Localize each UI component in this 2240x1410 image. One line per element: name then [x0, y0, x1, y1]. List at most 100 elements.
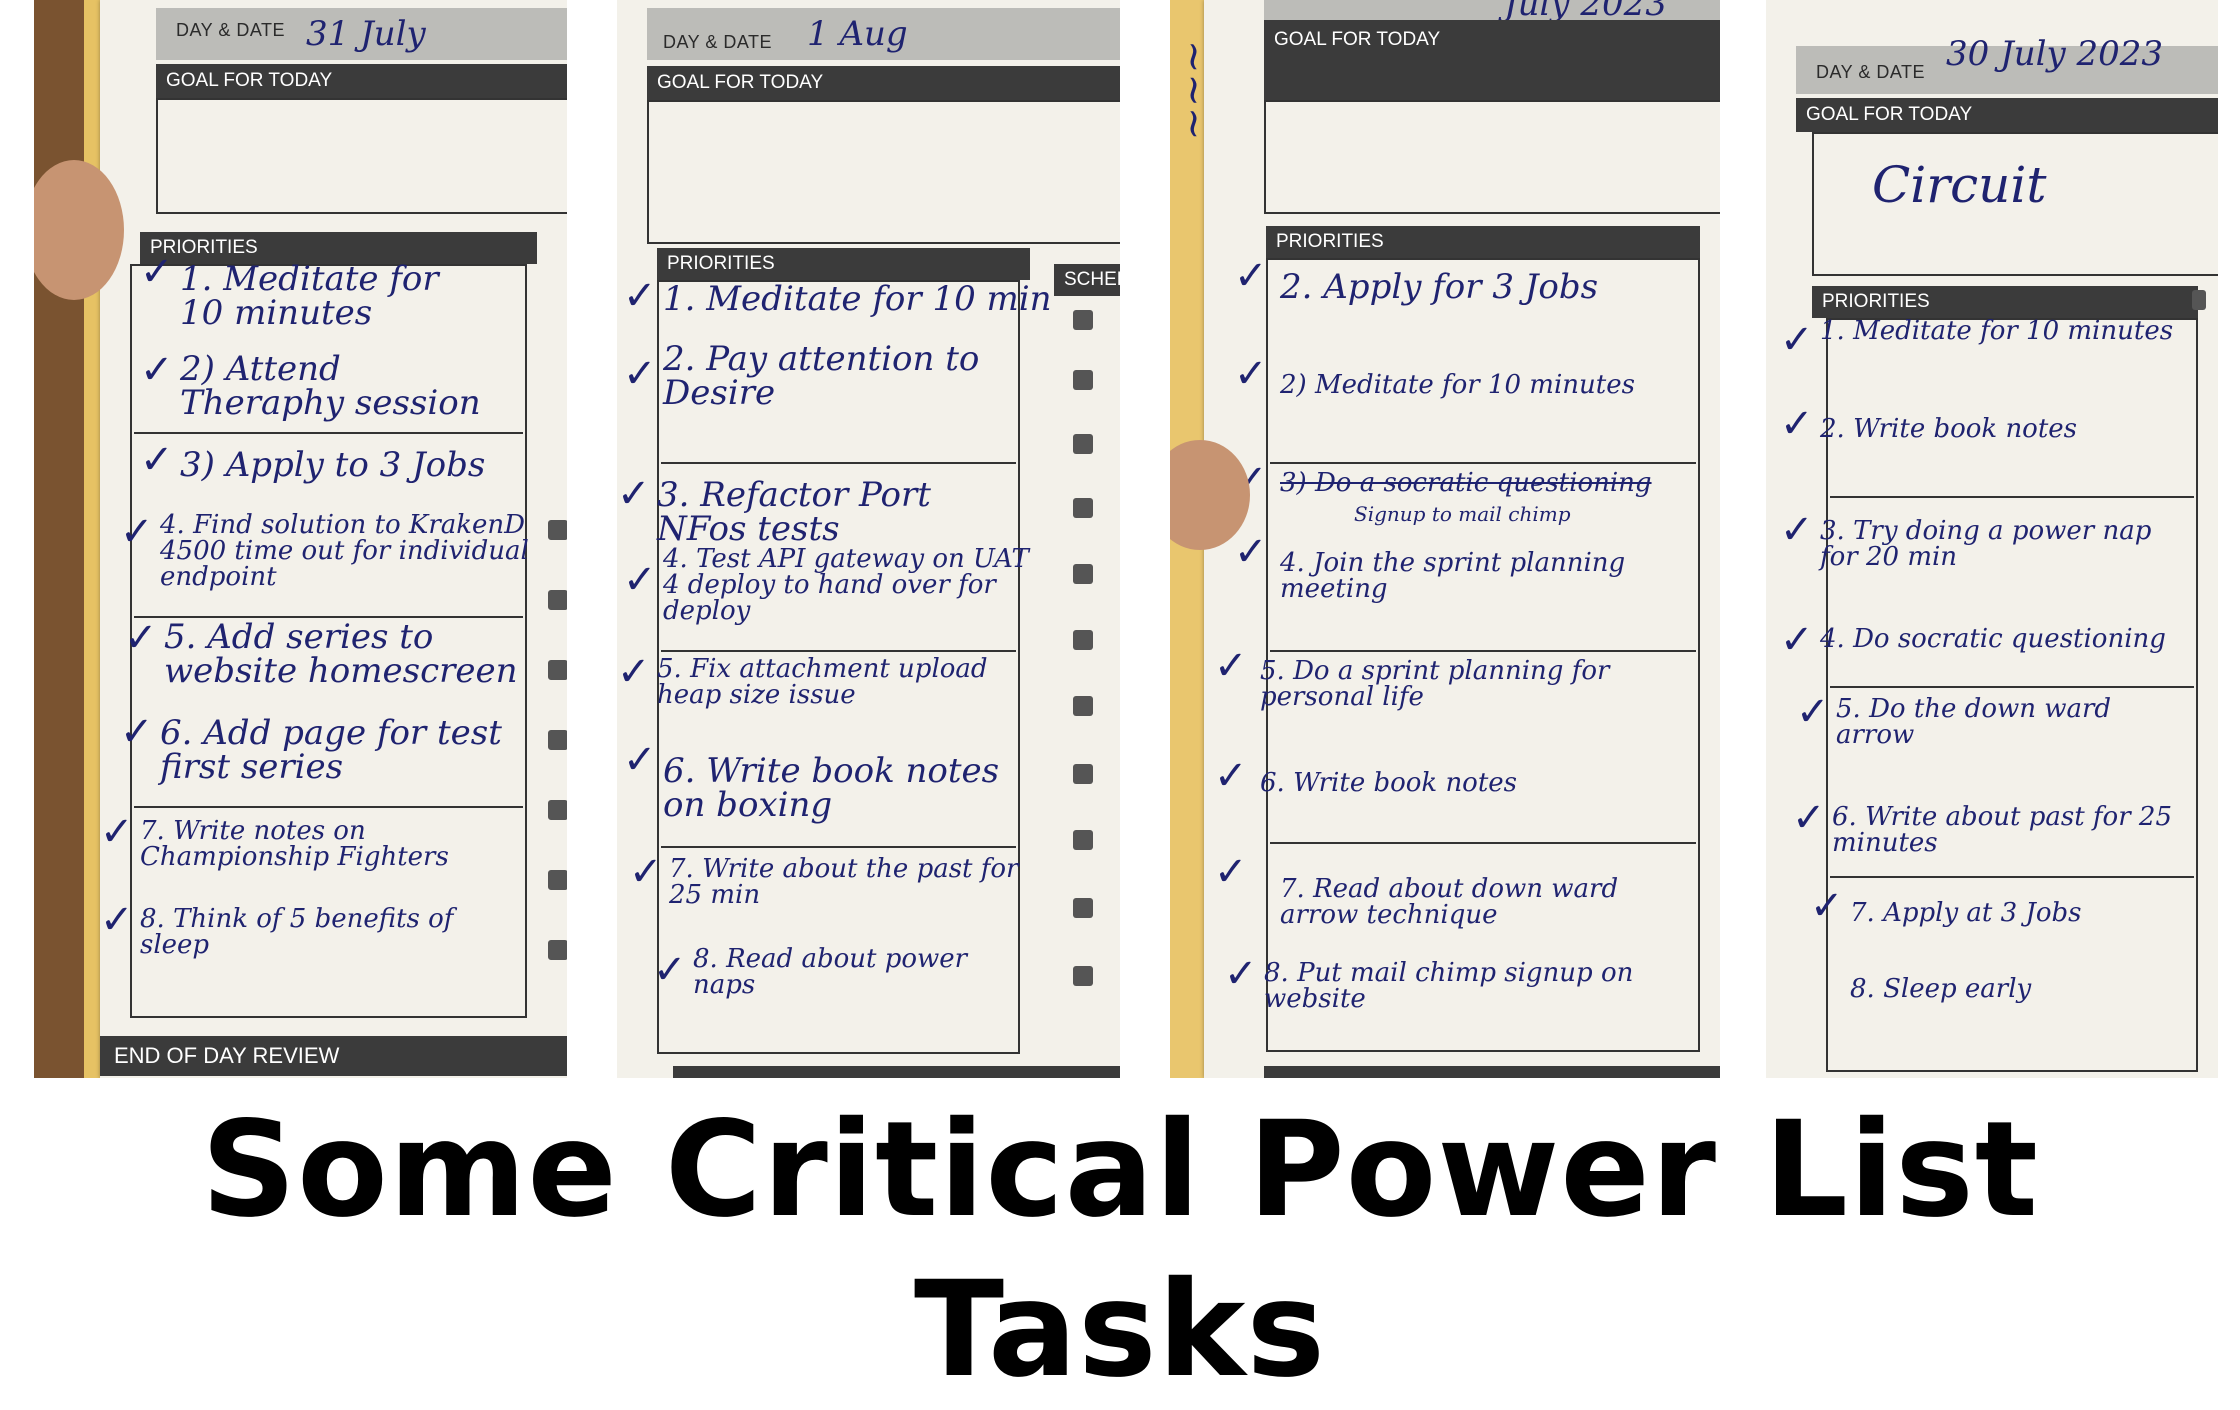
priorities-box: [1266, 258, 1700, 1052]
divider: [1270, 842, 1696, 844]
goal-header: GOAL FOR TODAY: [647, 66, 1120, 100]
schedule-marker: [1073, 370, 1093, 390]
schedule-marker: [1073, 564, 1093, 584]
check-mark-icon: ✓: [1224, 951, 1258, 997]
priority-item: 6. Write about past for 25 minutes: [1832, 802, 2172, 858]
planner-page: DAY & DATE 1 Aug GOAL FOR TODAY PRIORITI…: [617, 0, 1120, 1078]
goal-header: GOAL FOR TODAY: [156, 64, 567, 98]
schedule-marker: [548, 940, 567, 960]
page-bottom-bar: [673, 1066, 1120, 1078]
check-mark-icon: ✓: [623, 557, 657, 603]
planner-page: DAY & DATE 30 July 2023 GOAL FOR TODAY C…: [1766, 0, 2218, 1078]
divider: [1830, 686, 2194, 688]
handwritten-date: 1 Aug: [807, 14, 908, 54]
priorities-header: PRIORITIES: [1812, 286, 2198, 318]
planner-page: DAY & DATE 31 July GOAL FOR TODAY PRIORI…: [100, 0, 567, 1078]
thumb: [1170, 440, 1250, 550]
divider: [134, 616, 523, 618]
goal-box: [1264, 100, 1720, 214]
check-mark-icon: ✓: [617, 649, 651, 695]
notebook-photo-3: July 2023 GOAL FOR TODAY ~~~ PRIORITIES …: [1170, 0, 1720, 1078]
priority-item: 4. Join the sprint planning meeting: [1280, 548, 1626, 604]
schedule-marker: [548, 520, 567, 540]
schedule-marker: [548, 800, 567, 820]
priorities-box: [1826, 318, 2198, 1072]
schedule-marker: [548, 590, 567, 610]
check-mark-icon: ✓: [623, 273, 657, 319]
schedule-marker: [1073, 966, 1093, 986]
priority-item: 6. Add page for test first series: [160, 713, 502, 787]
schedule-marker: [1073, 630, 1093, 650]
check-mark-icon: ✓: [100, 897, 134, 943]
priority-item: 8. Think of 5 benefits of sleep: [140, 904, 454, 960]
check-mark-icon: ✓: [1796, 689, 1830, 735]
check-mark-icon: ✓: [617, 471, 651, 517]
priority-item: 2. Pay attention to Desire: [663, 339, 980, 413]
notebook-photo-2: DAY & DATE 1 Aug GOAL FOR TODAY PRIORITI…: [617, 0, 1120, 1078]
divider: [1270, 462, 1696, 464]
goal-text: Circuit: [1872, 156, 2047, 214]
check-mark-icon: ✓: [629, 849, 663, 895]
check-mark-icon: ✓: [1780, 317, 1814, 363]
schedule-marker: [1073, 830, 1093, 850]
priority-item: 7. Write about the past for 25 min: [669, 854, 1019, 910]
goal-box: [1812, 132, 2218, 276]
check-mark-icon: ✓: [623, 351, 657, 397]
notebook-photo-4: DAY & DATE 30 July 2023 GOAL FOR TODAY C…: [1766, 0, 2218, 1078]
date-bar: [647, 8, 1120, 60]
schedule-marker: [1073, 434, 1093, 454]
check-mark-icon: ✓: [120, 509, 154, 555]
check-mark-icon: ✓: [623, 737, 657, 783]
priority-item: 6. Write book notes: [1260, 768, 1518, 798]
divider: [1830, 876, 2194, 878]
notebook-photo-1: DAY & DATE 31 July GOAL FOR TODAY PRIORI…: [34, 0, 567, 1078]
check-mark-icon: ✓: [1792, 795, 1826, 841]
priority-item: 4. Find solution to KrakenD 4500 time ou…: [160, 510, 529, 592]
day-date-label: DAY & DATE: [1816, 62, 1926, 82]
schedule-marker: [548, 730, 567, 750]
divider: [134, 432, 523, 434]
priority-item: 5. Do the down ward arrow: [1836, 694, 2112, 750]
priority-item: 5. Add series to website homescreen: [164, 617, 518, 691]
priority-item: 3. Try doing a power nap for 20 min: [1820, 516, 2152, 572]
priority-item: 4. Do socratic questioning: [1820, 624, 2166, 654]
priority-item: 2) Meditate for 10 minutes: [1280, 370, 1635, 400]
priority-item: 8. Sleep early: [1850, 974, 2032, 1004]
goal-header: GOAL FOR TODAY: [1796, 98, 2218, 132]
check-mark-icon: ✓: [1234, 351, 1268, 397]
divider: [661, 846, 1016, 848]
divider: [1830, 496, 2194, 498]
divider: [134, 806, 523, 808]
schedule-marker: [548, 660, 567, 680]
check-mark-icon: ✓: [1780, 617, 1814, 663]
check-mark-icon: ✓: [1214, 643, 1248, 689]
priorities-header: PRIORITIES: [1266, 226, 1700, 258]
schedule-marker: [1073, 498, 1093, 518]
check-mark-icon: ✓: [120, 709, 154, 755]
priority-item: Signup to mail chimp: [1354, 502, 1571, 526]
priorities-header: PRIORITIES: [657, 248, 1030, 280]
priority-item: 3. Refactor Port NFos tests: [657, 475, 931, 549]
date-bar: [1796, 46, 2218, 94]
divider: [661, 650, 1016, 652]
schedule-marker: [548, 870, 567, 890]
planner-page: July 2023 GOAL FOR TODAY ~~~ PRIORITIES …: [1171, 0, 1720, 1078]
priority-item: 5. Do a sprint planning for personal lif…: [1260, 656, 1610, 712]
priority-item: 2. Write book notes: [1820, 414, 2078, 444]
priority-item: 5. Fix attachment upload heap size issue: [657, 654, 988, 710]
schedule-marker: [1073, 696, 1093, 716]
check-mark-icon: ✓: [140, 437, 174, 483]
priority-item: 3) Apply to 3 Jobs: [180, 445, 486, 485]
priority-item: 4. Test API gateway on UAT 4 deploy to h…: [663, 544, 1029, 626]
date-bar: [156, 8, 567, 60]
priority-item: 8. Read about power naps: [693, 944, 968, 1000]
goal-header: GOAL FOR TODAY: [1264, 20, 1720, 100]
priorities-box: [130, 264, 527, 1018]
page-bottom-bar: [1264, 1066, 1720, 1078]
check-mark-icon: ✓: [1214, 753, 1248, 799]
schedule-marker: [1073, 898, 1093, 918]
priority-item: 8. Put mail chimp signup on website: [1264, 958, 1634, 1014]
day-date-label: DAY & DATE: [176, 20, 286, 40]
priorities-box: [657, 280, 1020, 1054]
check-mark-icon: ✓: [1214, 849, 1248, 895]
